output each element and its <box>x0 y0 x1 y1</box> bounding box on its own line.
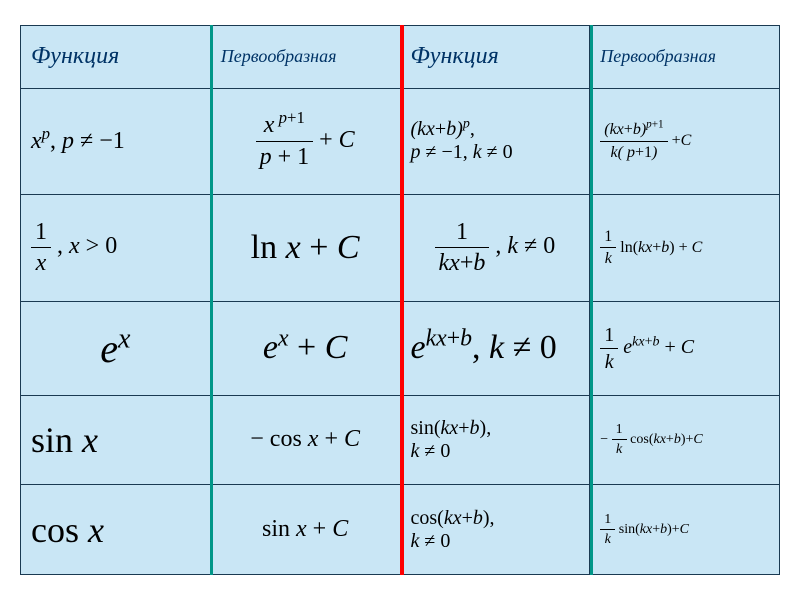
cell-antideriv: − 1k cos(kx+b)+C <box>590 395 780 485</box>
cell-func: cos(kx+b), k ≠ 0 <box>400 485 590 575</box>
header-antiderivative-2: Первообразная <box>590 26 780 89</box>
cell-func: ekx+b, k ≠ 0 <box>400 301 590 395</box>
cell-antideriv: 1k ln(kx+b) + C <box>590 195 780 301</box>
separator-red <box>400 25 404 575</box>
cell-func: 1kx+b , k ≠ 0 <box>400 195 590 301</box>
antiderivative-table: Функция Первообразная Функция Первообраз… <box>20 25 780 575</box>
cell-antideriv: 1k ekx+b + C <box>590 301 780 395</box>
header-function-1: Функция <box>21 26 211 89</box>
cell-antideriv: (kx+b)p+1k( p+1) +C <box>590 88 780 194</box>
cell-antideriv: sin x + C <box>210 485 400 575</box>
cell-func: (kx+b)p, p ≠ −1, k ≠ 0 <box>400 88 590 194</box>
cell-func: cos x <box>21 485 211 575</box>
cell-func: sin x <box>21 395 211 485</box>
cell-func: 1x , x > 0 <box>21 195 211 301</box>
cell-antideriv: − cos x + C <box>210 395 400 485</box>
separator-teal-2 <box>590 25 593 575</box>
cell-antideriv: ex + C <box>210 301 400 395</box>
header-function-2: Функция <box>400 26 590 89</box>
cell-antideriv: ln x + C <box>210 195 400 301</box>
cell-antideriv: x p+1p + 1 + C <box>210 88 400 194</box>
cell-func: ex <box>21 301 211 395</box>
cell-func: sin(kx+b), k ≠ 0 <box>400 395 590 485</box>
cell-antideriv: 1k sin(kx+b)+C <box>590 485 780 575</box>
header-antiderivative-1: Первообразная <box>210 26 400 89</box>
separator-teal-1 <box>210 25 213 575</box>
cell-func: xp, p ≠ −1 <box>21 88 211 194</box>
